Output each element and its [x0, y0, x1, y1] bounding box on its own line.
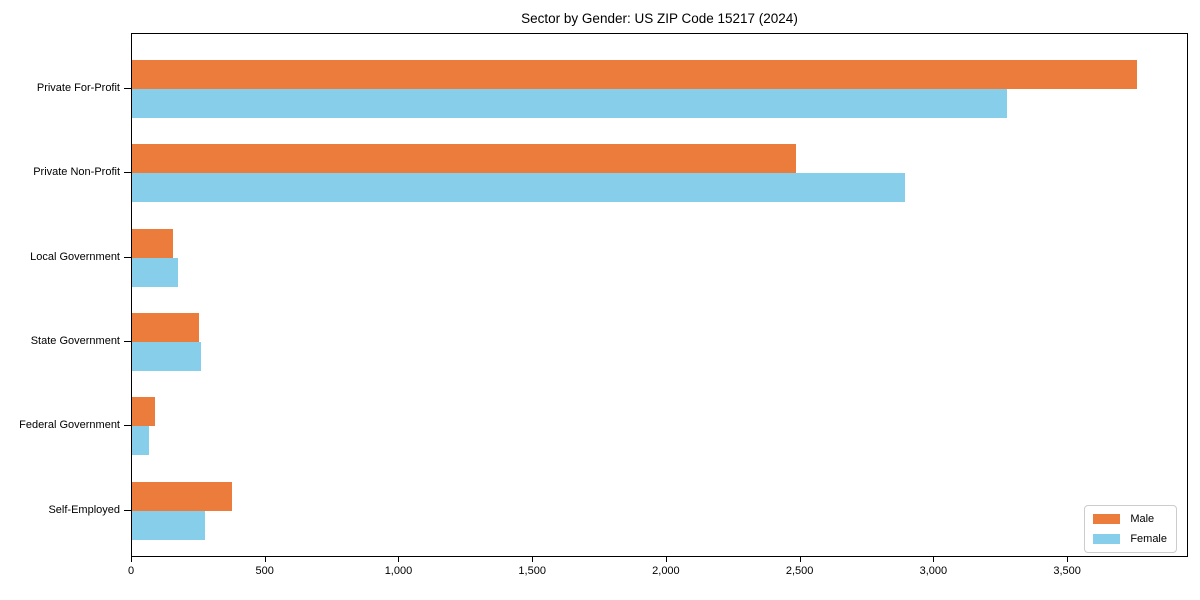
y-category-label-local-government: Local Government: [30, 250, 120, 263]
legend-item-female: Female: [1093, 533, 1167, 545]
legend-item-male: Male: [1093, 513, 1167, 525]
x-tick-mark: [799, 557, 801, 562]
x-tick-mark: [398, 557, 400, 562]
x-tick-mark: [1067, 557, 1069, 562]
x-tick-mark: [532, 557, 534, 562]
legend-swatch-male: [1093, 514, 1121, 524]
x-tick-mark: [264, 557, 266, 562]
bar-female-self-employed: [132, 510, 205, 540]
bar-female-private-for-profit: [132, 89, 1008, 118]
x-tick-label-3500: 3,500: [1053, 565, 1081, 577]
bar-male-private-non-profit: [132, 144, 797, 174]
x-tick-label-1500: 1,500: [518, 565, 546, 577]
bar-male-local-government: [132, 228, 173, 258]
bar-male-self-employed: [132, 481, 232, 511]
y-tick-mark: [124, 88, 131, 89]
bar-female-private-non-profit: [132, 173, 906, 203]
chart-title: Sector by Gender: US ZIP Code 15217 (202…: [521, 11, 798, 26]
x-tick-label-0: 0: [127, 565, 135, 577]
x-tick-mark: [665, 557, 667, 562]
bar-male-federal-government: [132, 397, 155, 427]
y-tick-mark: [124, 172, 131, 174]
y-tick-mark: [124, 256, 131, 258]
y-category-label-federal-government: Federal Government: [19, 419, 120, 432]
x-tick-label-2000: 2,000: [652, 565, 680, 577]
y-category-label-private-non-profit: Private Non-Profit: [33, 166, 120, 179]
bar-male-private-for-profit: [132, 60, 1137, 89]
legend-label-female: Female: [1130, 533, 1167, 545]
legend-label-male: Male: [1130, 513, 1155, 525]
y-category-label-private-for-profit: Private For-Profit: [36, 82, 120, 94]
y-category-label-state-government: State Government: [30, 334, 120, 347]
y-tick-mark: [124, 425, 131, 427]
y-tick-mark: [124, 509, 131, 511]
y-tick-mark: [124, 340, 131, 342]
legend-swatch-female: [1093, 534, 1121, 544]
bar-male-state-government: [132, 312, 199, 342]
bar-female-local-government: [132, 257, 178, 287]
bar-female-state-government: [132, 341, 201, 371]
bar-female-federal-government: [132, 426, 150, 456]
x-tick-label-1000: 1,000: [384, 565, 413, 577]
x-tick-mark: [933, 557, 935, 562]
y-category-label-self-employed: Self-Employed: [48, 503, 120, 516]
x-tick-label-3000: 3,000: [919, 565, 948, 577]
x-tick-mark: [131, 557, 132, 562]
x-tick-label-2500: 2,500: [785, 565, 814, 577]
plot-area: Male Female: [131, 33, 1188, 557]
legend: Male Female: [1084, 505, 1177, 553]
x-tick-label-500: 500: [255, 565, 274, 577]
